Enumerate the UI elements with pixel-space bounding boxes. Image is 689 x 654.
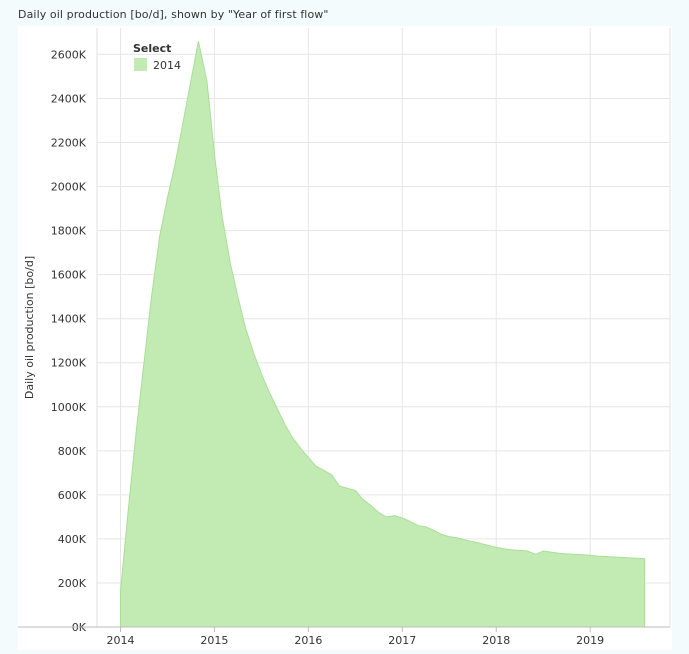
y-tick-label: 2600K	[51, 48, 87, 61]
series-layer	[120, 41, 646, 628]
y-tick-label: 2400K	[51, 92, 87, 105]
legend-swatch-2014[interactable]	[134, 58, 147, 71]
y-tick-label: 800K	[58, 445, 87, 458]
y-axis-title: Daily oil production [bo/d]	[23, 256, 36, 399]
legend-label-2014[interactable]: 2014	[153, 59, 181, 72]
x-tick-label: 2016	[294, 634, 322, 647]
y-tick-label: 400K	[58, 533, 87, 546]
y-tick-label: 600K	[58, 489, 87, 502]
axis-layer: 0K200K400K600K800K1000K1200K1400K1600K18…	[18, 28, 671, 647]
area-series-2014	[120, 41, 646, 628]
x-tick-label: 2015	[200, 634, 228, 647]
y-tick-label: 1200K	[51, 357, 87, 370]
y-tick-label: 2000K	[51, 181, 87, 194]
y-tick-label: 1000K	[51, 401, 87, 414]
y-tick-label: 200K	[58, 577, 87, 590]
x-tick-label: 2018	[482, 634, 510, 647]
x-tick-label: 2014	[106, 634, 134, 647]
legend-title: Select	[133, 42, 171, 55]
panel-title: Daily oil production [bo/d], shown by "Y…	[18, 8, 329, 21]
y-tick-label: 1800K	[51, 225, 87, 238]
legend[interactable]: Select 2014	[133, 42, 181, 72]
y-tick-label: 1400K	[51, 313, 87, 326]
x-tick-label: 2019	[576, 634, 604, 647]
x-tick-label: 2017	[388, 634, 416, 647]
y-tick-label: 1600K	[51, 269, 87, 282]
y-tick-label: 2200K	[51, 137, 87, 150]
